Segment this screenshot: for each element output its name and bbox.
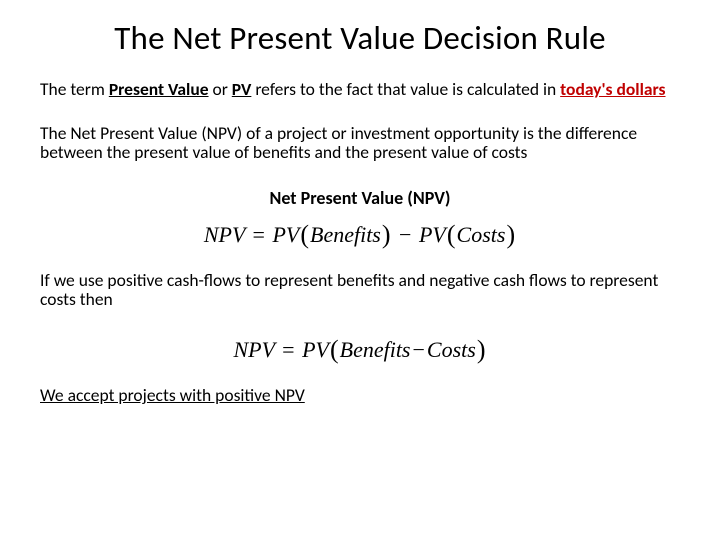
sym-benefits: Benefits	[310, 222, 381, 247]
formula-text: NPV = PV(Benefits) − PV(Costs)	[204, 219, 516, 249]
subheading-npv: Net Present Value (NPV)	[40, 187, 680, 209]
term-todays-dollars: today's dollars	[560, 78, 665, 100]
text-fragment: refers to the fact that value is calcula…	[251, 78, 560, 100]
sym-equals: =	[251, 222, 267, 247]
sym-costs: Costs	[457, 222, 506, 247]
formula-npv-net: NPV = PV(Benefits−Costs)	[40, 334, 680, 364]
sym-pv: PV	[419, 222, 446, 247]
text-fragment: or	[209, 78, 232, 100]
sym-minus: −	[411, 337, 427, 362]
paragraph-cashflow-convention: If we use positive cash-flows to represe…	[40, 271, 680, 310]
sym-equals: =	[280, 337, 296, 362]
sym-minus: −	[397, 222, 413, 247]
text-accept-rule: We accept projects with positive NPV	[40, 384, 305, 406]
formula-npv-difference: NPV = PV(Benefits) − PV(Costs)	[40, 219, 680, 249]
slide-title: The Net Present Value Decision Rule	[40, 18, 680, 58]
sym-costs: Costs	[427, 337, 476, 362]
sym-rparen: )	[505, 220, 516, 249]
text-fragment: The term	[40, 78, 109, 100]
term-pv-abbr: PV	[232, 78, 252, 100]
sym-lparen: (	[446, 220, 457, 249]
paragraph-pv-definition: The term Present Value or PV refers to t…	[40, 80, 680, 100]
sym-lparen: (	[299, 220, 310, 249]
sym-rparen: )	[476, 335, 487, 364]
sym-benefits: Benefits	[340, 337, 411, 362]
paragraph-decision-rule: We accept projects with positive NPV	[40, 386, 680, 406]
sym-rparen: )	[381, 220, 392, 249]
sym-pv: PV	[272, 222, 299, 247]
sym-npv: NPV	[233, 337, 274, 362]
slide: The Net Present Value Decision Rule The …	[0, 0, 720, 540]
sym-lparen: (	[329, 335, 340, 364]
formula-text: NPV = PV(Benefits−Costs)	[233, 334, 486, 364]
sym-npv: NPV	[204, 222, 245, 247]
sym-pv: PV	[302, 337, 329, 362]
term-present-value: Present Value	[109, 78, 209, 100]
paragraph-npv-definition: The Net Present Value (NPV) of a project…	[40, 124, 680, 163]
